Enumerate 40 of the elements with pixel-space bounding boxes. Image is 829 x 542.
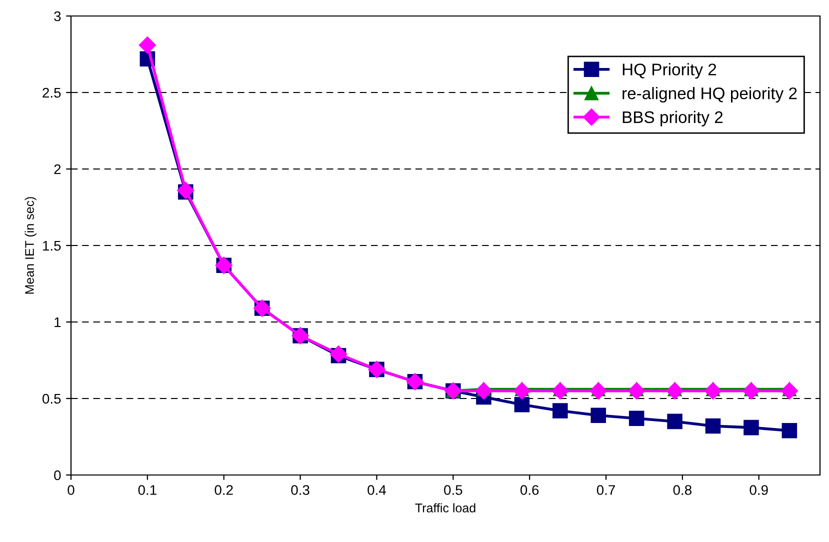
point — [138, 36, 156, 54]
point — [513, 382, 530, 400]
x-tick-label: 0.9 — [750, 485, 768, 495]
x-tick-label: 0.6 — [520, 485, 539, 495]
x-tick-label: 0.3 — [291, 485, 310, 495]
legend-label: HQ Priority 2 — [622, 63, 716, 79]
point — [782, 422, 798, 438]
point — [590, 408, 606, 423]
y-tick-label: 0.5 — [42, 394, 61, 404]
legend-label: re-aligned HQ peiority 2 — [622, 87, 797, 103]
y-axis-title: Mean IET (in sec) — [24, 197, 36, 294]
y-tick-label: 3 — [54, 11, 61, 22]
x-tick-label: 0.7 — [596, 485, 615, 495]
x-axis-title: Traffic load — [415, 503, 476, 512]
x-tick-label: 0.2 — [214, 485, 233, 495]
point — [742, 382, 760, 400]
legend-label: BBS priority 2 — [622, 110, 723, 126]
x-tick-label: 0 — [68, 485, 74, 495]
y-tick-label: 1.5 — [43, 240, 61, 251]
y-tick-label: 0 — [54, 470, 61, 480]
point — [704, 382, 722, 400]
x-tick-label: 0.4 — [368, 485, 386, 495]
point — [628, 410, 644, 426]
point — [705, 418, 721, 434]
x-tick-label: 0.8 — [673, 485, 692, 495]
point — [780, 382, 798, 400]
point — [514, 396, 530, 412]
point — [552, 382, 569, 400]
point — [744, 420, 759, 436]
y-tick-label: 2 — [54, 164, 61, 174]
point — [667, 414, 682, 430]
point — [666, 382, 684, 400]
y-tick-label: 1 — [54, 317, 61, 328]
point — [590, 382, 607, 400]
x-tick-label: 0.1 — [138, 485, 156, 495]
x-tick-label: 0.5 — [444, 485, 462, 495]
y-tick-label: 2.5 — [42, 88, 61, 98]
point — [628, 382, 646, 400]
point — [475, 382, 492, 400]
point — [552, 403, 568, 418]
